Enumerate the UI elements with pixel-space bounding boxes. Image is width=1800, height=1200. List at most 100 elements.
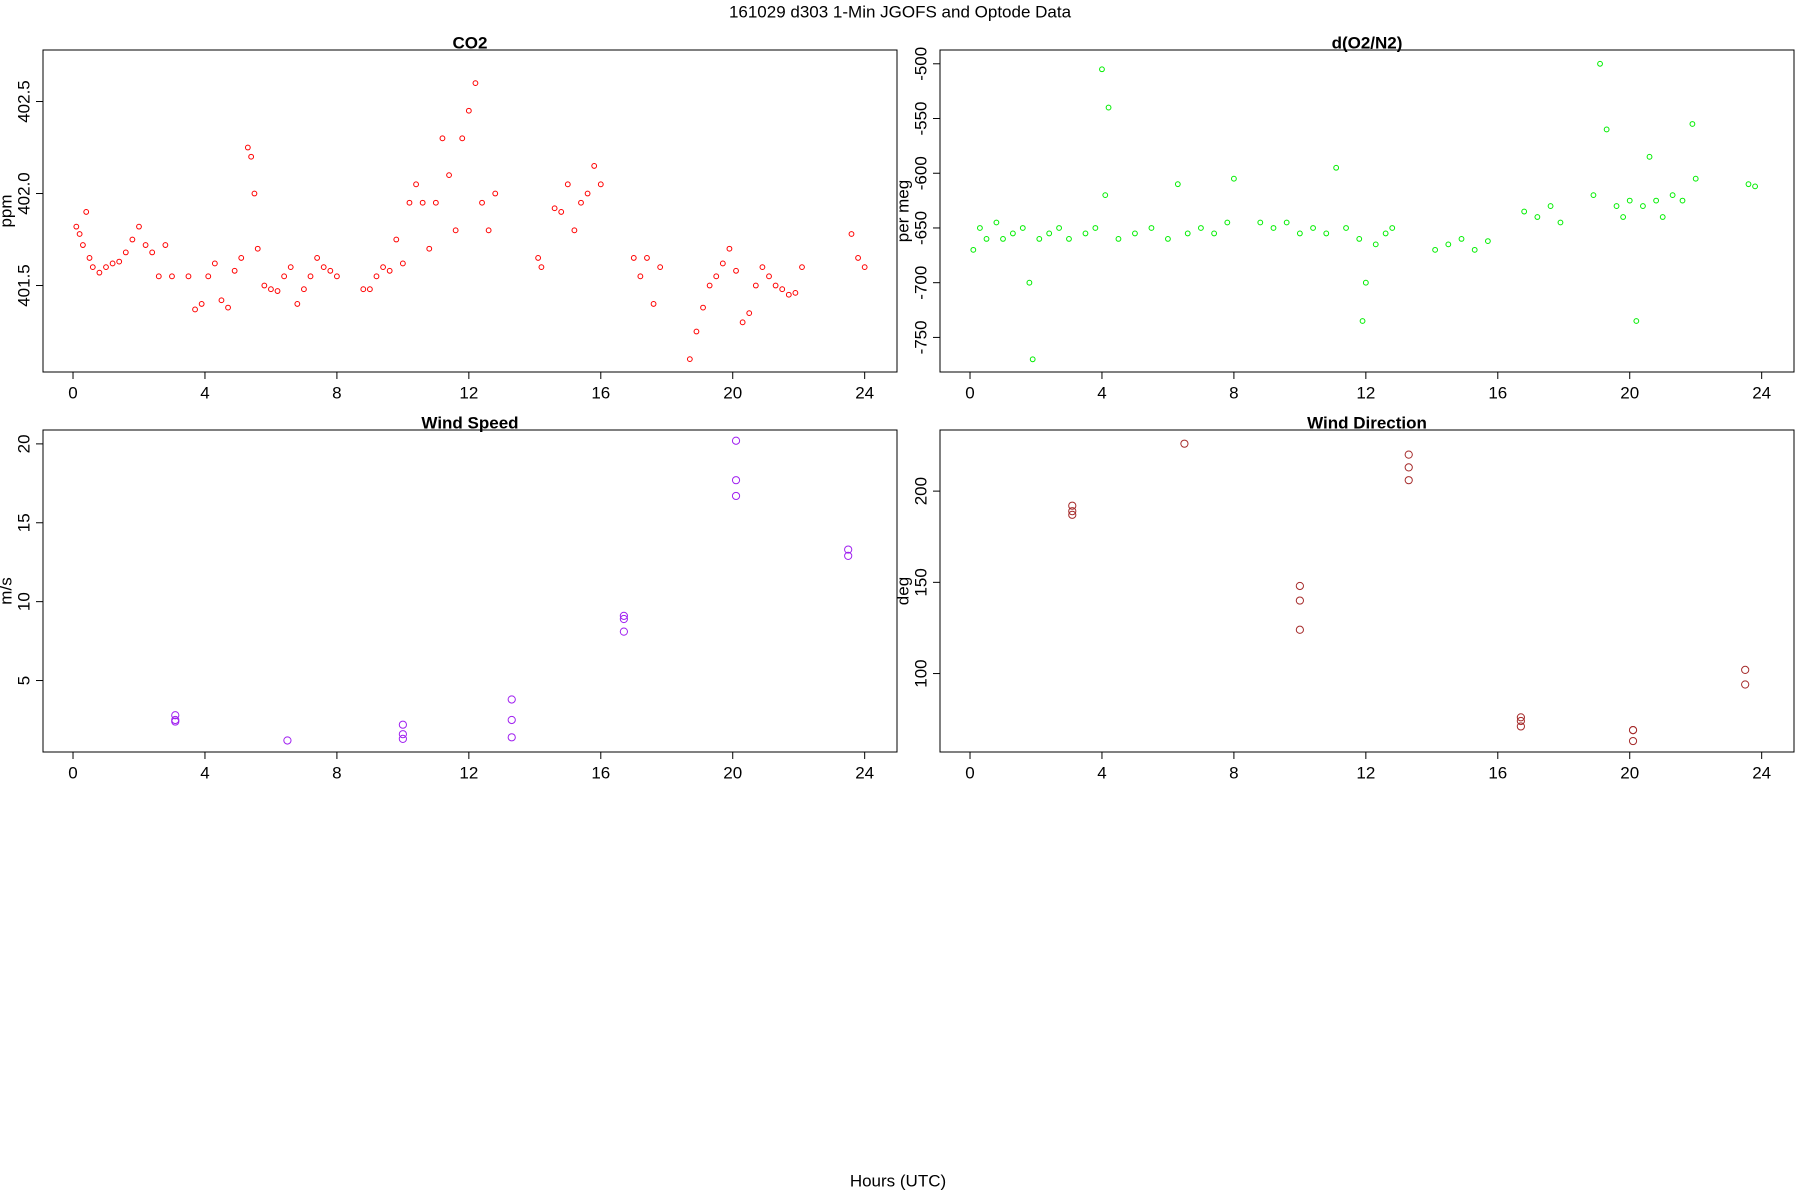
x-tick-label: 4 <box>200 763 209 782</box>
y-tick-label: -750 <box>911 320 930 354</box>
data-point <box>218 297 225 304</box>
x-tick-label: 16 <box>1488 763 1507 782</box>
data-point <box>294 301 301 307</box>
data-point <box>1745 181 1752 188</box>
data-point <box>578 199 584 206</box>
data-point <box>507 695 516 704</box>
data-point <box>766 273 772 280</box>
data-point <box>116 258 123 265</box>
y-axis-label: ppm <box>0 194 15 227</box>
data-point <box>413 181 419 188</box>
data-point <box>96 269 103 276</box>
data-point <box>1165 236 1171 242</box>
y-axis-label: per meg <box>893 180 912 242</box>
data-point <box>1066 236 1072 242</box>
data-point <box>1620 214 1627 220</box>
y-tick-label: 150 <box>911 568 930 596</box>
data-point <box>1231 175 1237 182</box>
plot-frame <box>939 49 1795 373</box>
x-tick-label: 12 <box>1356 763 1375 782</box>
data-point <box>1295 625 1304 634</box>
data-point <box>439 135 446 142</box>
data-point <box>1597 60 1603 67</box>
data-point <box>334 273 340 280</box>
data-point <box>983 236 990 242</box>
data-point <box>792 289 799 296</box>
data-point <box>1333 164 1340 171</box>
data-point <box>619 627 628 636</box>
data-point <box>1000 236 1006 242</box>
data-point <box>301 286 307 293</box>
data-point <box>1068 501 1077 510</box>
data-point <box>1296 230 1303 237</box>
data-point <box>686 356 693 363</box>
x-tick-label: 16 <box>591 763 610 782</box>
data-point <box>287 264 294 271</box>
data-point <box>619 614 628 624</box>
data-point <box>977 225 983 231</box>
data-point <box>485 227 492 234</box>
x-tick-label: 20 <box>1620 383 1639 402</box>
x-tick-label: 20 <box>1620 763 1639 782</box>
x-tick-label: 16 <box>591 383 610 402</box>
data-point <box>1669 192 1676 199</box>
data-point <box>855 255 861 261</box>
data-point <box>1105 104 1112 111</box>
x-tick-label: 12 <box>459 763 478 782</box>
data-point <box>507 733 516 742</box>
data-point <box>231 267 238 274</box>
data-point <box>507 715 516 725</box>
data-point <box>479 199 485 206</box>
data-point <box>746 310 753 317</box>
y-tick-label: 402.0 <box>14 172 33 215</box>
x-tick-label: 8 <box>1229 383 1238 402</box>
data-point <box>1323 230 1330 237</box>
data-point <box>584 190 591 197</box>
data-point <box>1068 510 1077 519</box>
data-point <box>399 260 406 267</box>
data-point <box>1056 225 1062 231</box>
x-tick-label: 24 <box>1752 763 1771 782</box>
data-point <box>109 260 116 267</box>
data-point <box>564 181 571 188</box>
y-tick-label: 100 <box>911 659 930 687</box>
x-tick-label: 0 <box>68 383 77 402</box>
y-tick-label: 200 <box>911 477 930 505</box>
y-tick-label: 401.5 <box>14 264 33 307</box>
panel-title: CO2 <box>453 33 488 52</box>
data-point <box>86 255 93 261</box>
data-point <box>713 273 720 280</box>
data-point <box>360 286 367 293</box>
data-point <box>1603 126 1610 133</box>
x-tick-label: 0 <box>965 383 974 402</box>
x-tick-label: 4 <box>1097 383 1106 402</box>
data-point <box>970 246 977 253</box>
data-point <box>261 282 268 289</box>
data-point <box>1521 208 1528 215</box>
x-tick-label: 8 <box>1229 763 1238 782</box>
data-point <box>759 264 766 271</box>
data-point <box>406 199 413 206</box>
data-point <box>657 264 664 271</box>
data-point <box>597 181 604 188</box>
data-point <box>731 476 741 485</box>
plot-frame <box>42 429 898 753</box>
data-point <box>1009 230 1016 237</box>
data-point <box>198 301 205 307</box>
y-tick-label: 15 <box>14 513 33 532</box>
data-point <box>1404 450 1413 459</box>
data-point <box>1516 713 1525 722</box>
data-point <box>1547 203 1554 209</box>
data-point <box>1029 356 1036 363</box>
data-point <box>1068 507 1077 516</box>
data-point <box>1741 680 1750 689</box>
data-point <box>1557 219 1564 226</box>
x-tick-label: 0 <box>965 763 974 782</box>
data-point <box>1359 318 1366 324</box>
data-point <box>844 545 853 554</box>
data-point <box>1115 236 1122 242</box>
data-point <box>1741 665 1750 675</box>
data-point <box>1679 197 1686 204</box>
data-point <box>706 282 713 289</box>
data-point <box>644 255 650 261</box>
